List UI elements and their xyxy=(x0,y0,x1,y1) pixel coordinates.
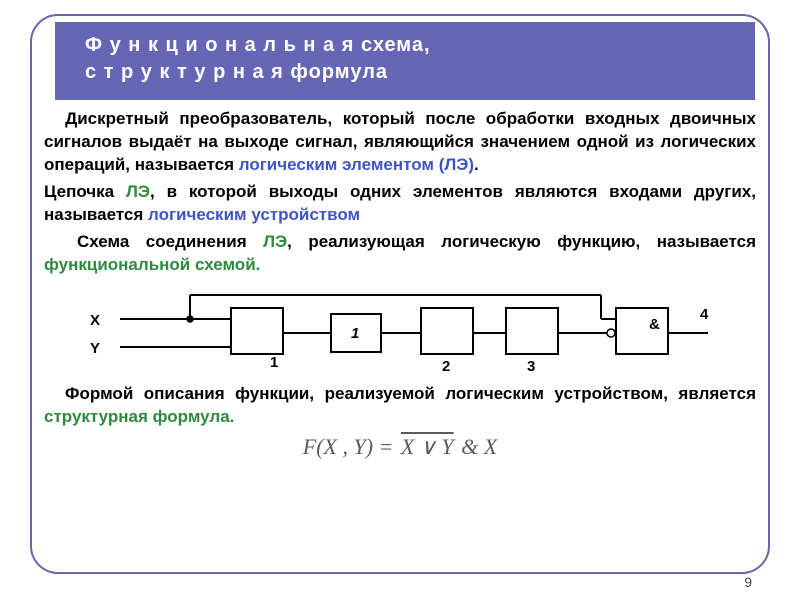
page-number: 9 xyxy=(744,574,752,590)
title-line1: Ф у н к ц и о н а л ь н а я схема, xyxy=(85,34,431,56)
p2-t1: Цепочка xyxy=(44,182,126,201)
gate-3 xyxy=(420,307,474,355)
p3-term: функциональной схемой. xyxy=(44,255,260,274)
p2-le: ЛЭ xyxy=(126,182,150,201)
p3-t1: Схема соединения xyxy=(77,232,263,251)
body-content: Дискретный преобразователь, который посл… xyxy=(44,108,756,462)
gate-4-num: 3 xyxy=(527,357,535,377)
gate-3-num: 2 xyxy=(442,357,450,377)
p2-term: логическим устройством xyxy=(148,205,360,224)
formula-bar: X ∨ Y xyxy=(399,434,456,459)
p4-t1: Формой описания функции, реализуемой лог… xyxy=(65,384,756,403)
title-banner: Ф у н к ц и о н а л ь н а я схема, с т р… xyxy=(55,22,755,100)
structural-formula: F(X , Y) = X ∨ Y & X xyxy=(44,432,756,462)
input-y-label: Y xyxy=(90,339,100,359)
formula-rhs: & X xyxy=(456,434,498,459)
gate-4 xyxy=(505,307,559,355)
formula-lhs: F(X , Y) = xyxy=(303,434,399,459)
p1-dot: . xyxy=(474,155,479,174)
p1-term: логическим элементом (ЛЭ) xyxy=(239,155,474,174)
p4-term: структурная формула. xyxy=(44,407,234,426)
p3-t2: , реализующая логическую функцию, называ… xyxy=(287,232,756,251)
p3-le: ЛЭ xyxy=(263,232,287,251)
input-x-label: X xyxy=(90,311,100,331)
gate-1 xyxy=(230,307,284,355)
output-label: 4 xyxy=(700,305,708,325)
gate-2-num: 1 xyxy=(351,324,359,344)
title-line2: с т р у к т у р н а я формула xyxy=(85,61,388,83)
gate-5-amp: & xyxy=(649,315,660,335)
paragraph-3: Схема соединения ЛЭ, реализующая логичес… xyxy=(44,231,756,277)
logic-diagram: X Y 1 1 2 3 & 4 xyxy=(80,287,720,377)
gate-5 xyxy=(615,307,669,355)
paragraph-1: Дискретный преобразователь, который посл… xyxy=(44,108,756,177)
gate-1-num: 1 xyxy=(270,353,278,373)
paragraph-4: Формой описания функции, реализуемой лог… xyxy=(44,383,756,429)
paragraph-2: Цепочка ЛЭ, в которой выходы одних элеме… xyxy=(44,181,756,227)
